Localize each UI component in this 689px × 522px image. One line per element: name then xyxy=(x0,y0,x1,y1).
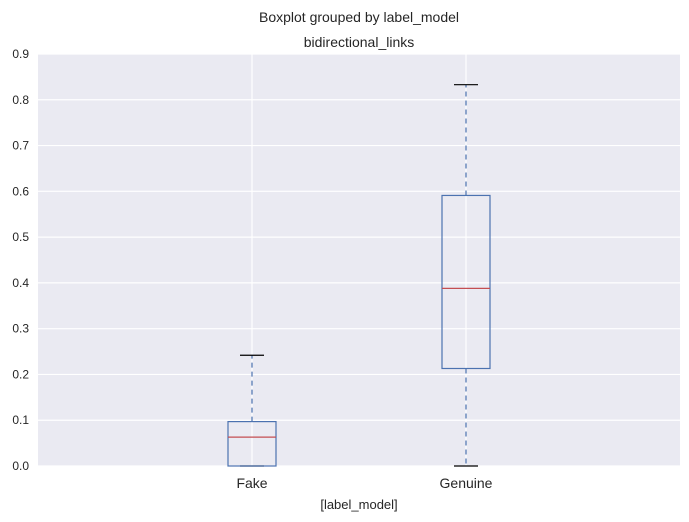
y-tick-label: 0.1 xyxy=(12,413,29,427)
x-axis-label: [label_model] xyxy=(320,497,397,512)
chart-suptitle: Boxplot grouped by label_model xyxy=(259,9,459,25)
box-iqr xyxy=(441,194,491,370)
y-axis-ticks: 0.0 0.1 0.2 0.3 0.4 0.5 0.6 0.7 0.8 0.9 xyxy=(12,47,29,473)
box-fake xyxy=(227,354,277,467)
chart-title: bidirectional_links xyxy=(304,34,415,50)
y-tick-label: 0.3 xyxy=(12,322,29,336)
y-tick-label: 0.8 xyxy=(12,93,29,107)
x-tick-label: Genuine xyxy=(440,475,493,491)
boxes xyxy=(227,84,491,467)
x-axis-ticks: Fake Genuine xyxy=(236,475,492,491)
y-tick-label: 0.5 xyxy=(12,230,29,244)
y-tick-label: 0.6 xyxy=(12,184,29,198)
y-tick-label: 0.4 xyxy=(12,276,29,290)
y-tick-label: 0.0 xyxy=(12,459,29,473)
x-tick-label: Fake xyxy=(236,475,267,491)
plot-area xyxy=(38,54,680,466)
box-iqr xyxy=(227,420,277,467)
y-tick-label: 0.2 xyxy=(12,367,29,381)
y-tick-label: 0.7 xyxy=(12,139,29,153)
y-tick-label: 0.9 xyxy=(12,47,29,61)
box-genuine xyxy=(441,84,491,467)
